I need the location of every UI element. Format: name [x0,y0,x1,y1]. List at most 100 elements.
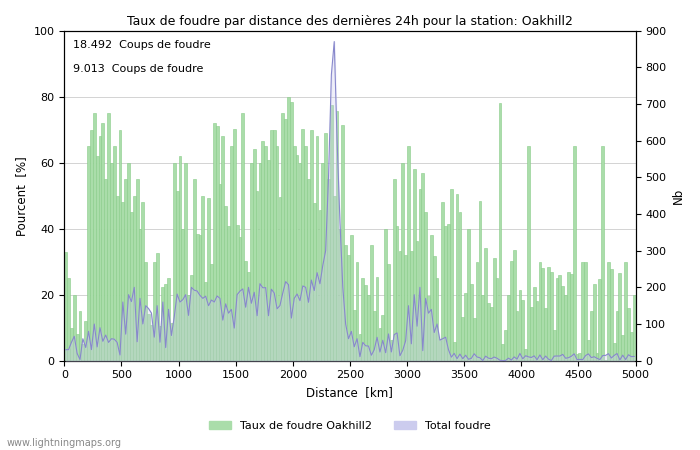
Bar [144,262,147,361]
Bar [496,278,498,361]
Bar [444,226,447,361]
Bar [570,274,573,361]
Bar [376,277,379,361]
Bar [490,307,493,361]
Bar [133,196,136,361]
Bar [336,111,339,361]
Bar [270,130,273,361]
Bar [350,235,353,361]
Bar [147,314,150,361]
Bar [627,308,630,361]
Bar [450,189,453,361]
Bar [327,179,330,361]
Bar [130,212,133,361]
Bar [419,189,421,361]
Bar [421,173,424,361]
Bar [339,229,342,361]
Bar [153,261,155,361]
Bar [347,255,350,361]
Bar [387,264,390,361]
Bar [587,340,590,361]
Bar [612,343,615,361]
Bar [258,162,261,361]
Bar [136,179,139,361]
Bar [233,129,236,361]
Bar [213,123,216,361]
Bar [218,184,221,361]
Bar [73,295,76,361]
Bar [170,324,173,361]
Bar [470,284,473,361]
Bar [256,190,258,361]
Bar [601,146,604,361]
Bar [293,146,295,361]
Bar [410,251,413,361]
Bar [541,269,544,361]
Bar [510,261,512,361]
Bar [479,201,482,361]
Bar [442,202,444,361]
Bar [330,105,332,361]
Bar [167,279,170,361]
Bar [633,295,636,361]
Bar [324,133,327,361]
Bar [88,146,90,361]
Bar [487,303,490,361]
Bar [373,311,376,361]
Bar [70,328,73,361]
Bar [125,179,127,361]
Bar [461,317,464,361]
Bar [593,284,596,361]
Bar [559,275,561,361]
Bar [304,146,307,361]
X-axis label: Distance  [km]: Distance [km] [307,386,393,399]
Bar [370,245,373,361]
Bar [367,295,370,361]
Bar [610,269,612,361]
Bar [395,226,398,361]
Bar [584,262,587,361]
Title: Taux de foudre par distance des dernières 24h pour la station: Oakhill2: Taux de foudre par distance des dernière… [127,15,573,28]
Bar [210,264,213,361]
Bar [361,278,364,361]
Bar [261,141,264,361]
Bar [250,162,253,361]
Bar [164,284,167,361]
Bar [438,339,441,361]
Bar [316,136,318,361]
Bar [464,292,467,361]
Bar [116,196,118,361]
Bar [113,146,116,361]
Bar [390,341,393,361]
Bar [313,203,316,361]
Bar [239,238,241,361]
Bar [150,325,153,361]
Bar [547,267,550,361]
Bar [524,348,527,361]
Bar [607,261,610,361]
Bar [582,261,584,361]
Bar [522,300,524,361]
Bar [96,156,99,361]
Bar [382,315,384,361]
Bar [393,179,395,361]
Bar [227,226,230,361]
Bar [295,155,298,361]
Bar [473,319,475,361]
Bar [199,235,202,361]
Bar [224,206,227,361]
Bar [127,162,130,361]
Bar [273,130,276,361]
Bar [533,287,536,361]
Bar [453,342,456,361]
Bar [353,310,356,361]
Bar [159,326,162,361]
Bar [193,179,196,361]
Bar [187,295,190,361]
Bar [556,278,559,361]
Text: 18.492  Coups de foudre: 18.492 Coups de foudre [73,40,211,50]
Bar [281,113,284,361]
Bar [90,130,93,361]
Bar [190,275,193,361]
Bar [267,160,270,361]
